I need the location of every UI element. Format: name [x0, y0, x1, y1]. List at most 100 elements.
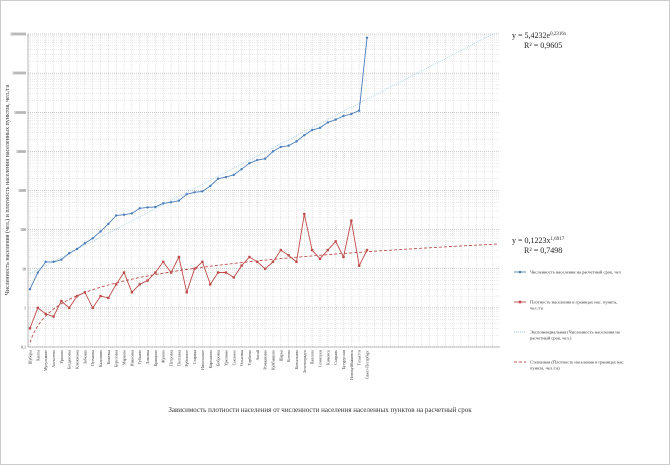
- trendline-equation: y = 0,1223x1,6917: [512, 236, 565, 245]
- point: [303, 133, 306, 137]
- r-squared: R² = 0,9605: [524, 41, 562, 50]
- point: [224, 175, 228, 179]
- point: [169, 271, 173, 274]
- point: [122, 271, 126, 274]
- point: [185, 291, 188, 294]
- point: [279, 145, 282, 149]
- point: [91, 306, 94, 310]
- point: [44, 260, 47, 264]
- point: [279, 248, 282, 252]
- point: [122, 213, 126, 216]
- point: [91, 237, 94, 240]
- point: [287, 144, 290, 147]
- point: [162, 260, 165, 264]
- point: [365, 248, 369, 252]
- point: [36, 306, 40, 310]
- point: [52, 260, 55, 264]
- point: [209, 184, 212, 188]
- point: [154, 205, 157, 209]
- point: [99, 294, 102, 298]
- point: [107, 222, 110, 226]
- point: [350, 219, 353, 222]
- point: [154, 271, 157, 274]
- point: [240, 264, 243, 267]
- point: [334, 118, 337, 121]
- x-tick-label: Ольховка: [239, 350, 244, 366]
- x-tick-label: Рубежное: [184, 350, 189, 367]
- point: [193, 191, 196, 194]
- r-squared: R² = 0,7498: [524, 246, 562, 255]
- x-tick-label: Кирсаново: [208, 350, 213, 368]
- x-tick-label: Калинино: [98, 350, 103, 367]
- x-tick-label: Ханты: [35, 350, 40, 362]
- point: [60, 258, 63, 261]
- point: [287, 254, 290, 257]
- x-tick-label: Клюквенка: [75, 350, 80, 369]
- legend-label: Степенная (Плотность населения в граница…: [530, 360, 625, 372]
- point: [83, 241, 87, 245]
- point: [83, 291, 87, 294]
- x-tick-label: Уразово: [59, 350, 64, 364]
- x-tick-label: Зябкино: [82, 350, 87, 364]
- x-tick-label: Жуково: [161, 350, 166, 363]
- point: [162, 202, 165, 205]
- point: [357, 264, 361, 267]
- point: [310, 128, 314, 132]
- x-tick-label: Ивановка: [129, 350, 134, 366]
- point: [271, 260, 275, 264]
- legend-label: Плотность населения в границах нас. пунк…: [530, 300, 617, 311]
- point: [185, 193, 188, 196]
- x-tick-label: Павлово: [310, 350, 315, 364]
- point: [130, 291, 134, 294]
- point: [146, 206, 149, 209]
- point: [318, 257, 322, 260]
- y-tick-label: 1: [24, 305, 26, 310]
- equation-text: y = 0,1223x: [512, 236, 551, 245]
- equation-text: y = 5,4232e: [512, 31, 551, 40]
- point: [193, 267, 196, 270]
- trendline: [29, 243, 499, 343]
- x-tick-label: Сызрань: [333, 350, 338, 365]
- legend-label: Численность населения на расчетный срок,…: [530, 270, 622, 276]
- point: [177, 199, 181, 202]
- point: [256, 260, 259, 264]
- point: [326, 248, 330, 252]
- x-tick-label: Новокуйбышевск: [349, 350, 354, 380]
- series-line: [29, 37, 368, 290]
- point: [36, 271, 40, 274]
- point: [256, 158, 259, 162]
- point: [271, 150, 275, 153]
- x-tick-label: Шуберы: [28, 350, 33, 365]
- point: [248, 255, 251, 259]
- point: [44, 312, 47, 316]
- y-tick-label: 1000000: [12, 71, 26, 76]
- x-tick-label: Ромашкино: [263, 350, 268, 370]
- x-tick-label: Мусульмане: [43, 350, 48, 371]
- x-tick-label: Бугуруслан: [341, 349, 346, 369]
- x-tick-label: Кимовск: [325, 350, 330, 365]
- point: [138, 283, 141, 286]
- y-tick-label: 100: [20, 227, 26, 232]
- x-tick-label: Семилуки: [317, 349, 322, 367]
- point: [67, 251, 71, 255]
- x-tick-label: Петровка: [169, 350, 174, 366]
- point: [201, 260, 204, 264]
- point: [115, 283, 118, 286]
- x-tick-label: Зеленоградск: [302, 350, 307, 373]
- point: [318, 126, 322, 130]
- y-axis-label: Численность населения (чел.) и плотность…: [4, 85, 11, 296]
- point: [115, 214, 118, 217]
- point: [177, 255, 181, 259]
- x-tick-label: Богдановка: [67, 350, 72, 369]
- point: [365, 36, 369, 39]
- point: [248, 161, 251, 165]
- legend-marker: [518, 270, 522, 274]
- point: [216, 271, 220, 274]
- point: [146, 279, 149, 282]
- x-tick-label: Котово: [286, 350, 291, 362]
- x-tick-label: Губкино: [137, 350, 142, 364]
- point: [295, 260, 298, 264]
- equation-exponent: 0,2316x: [550, 32, 567, 37]
